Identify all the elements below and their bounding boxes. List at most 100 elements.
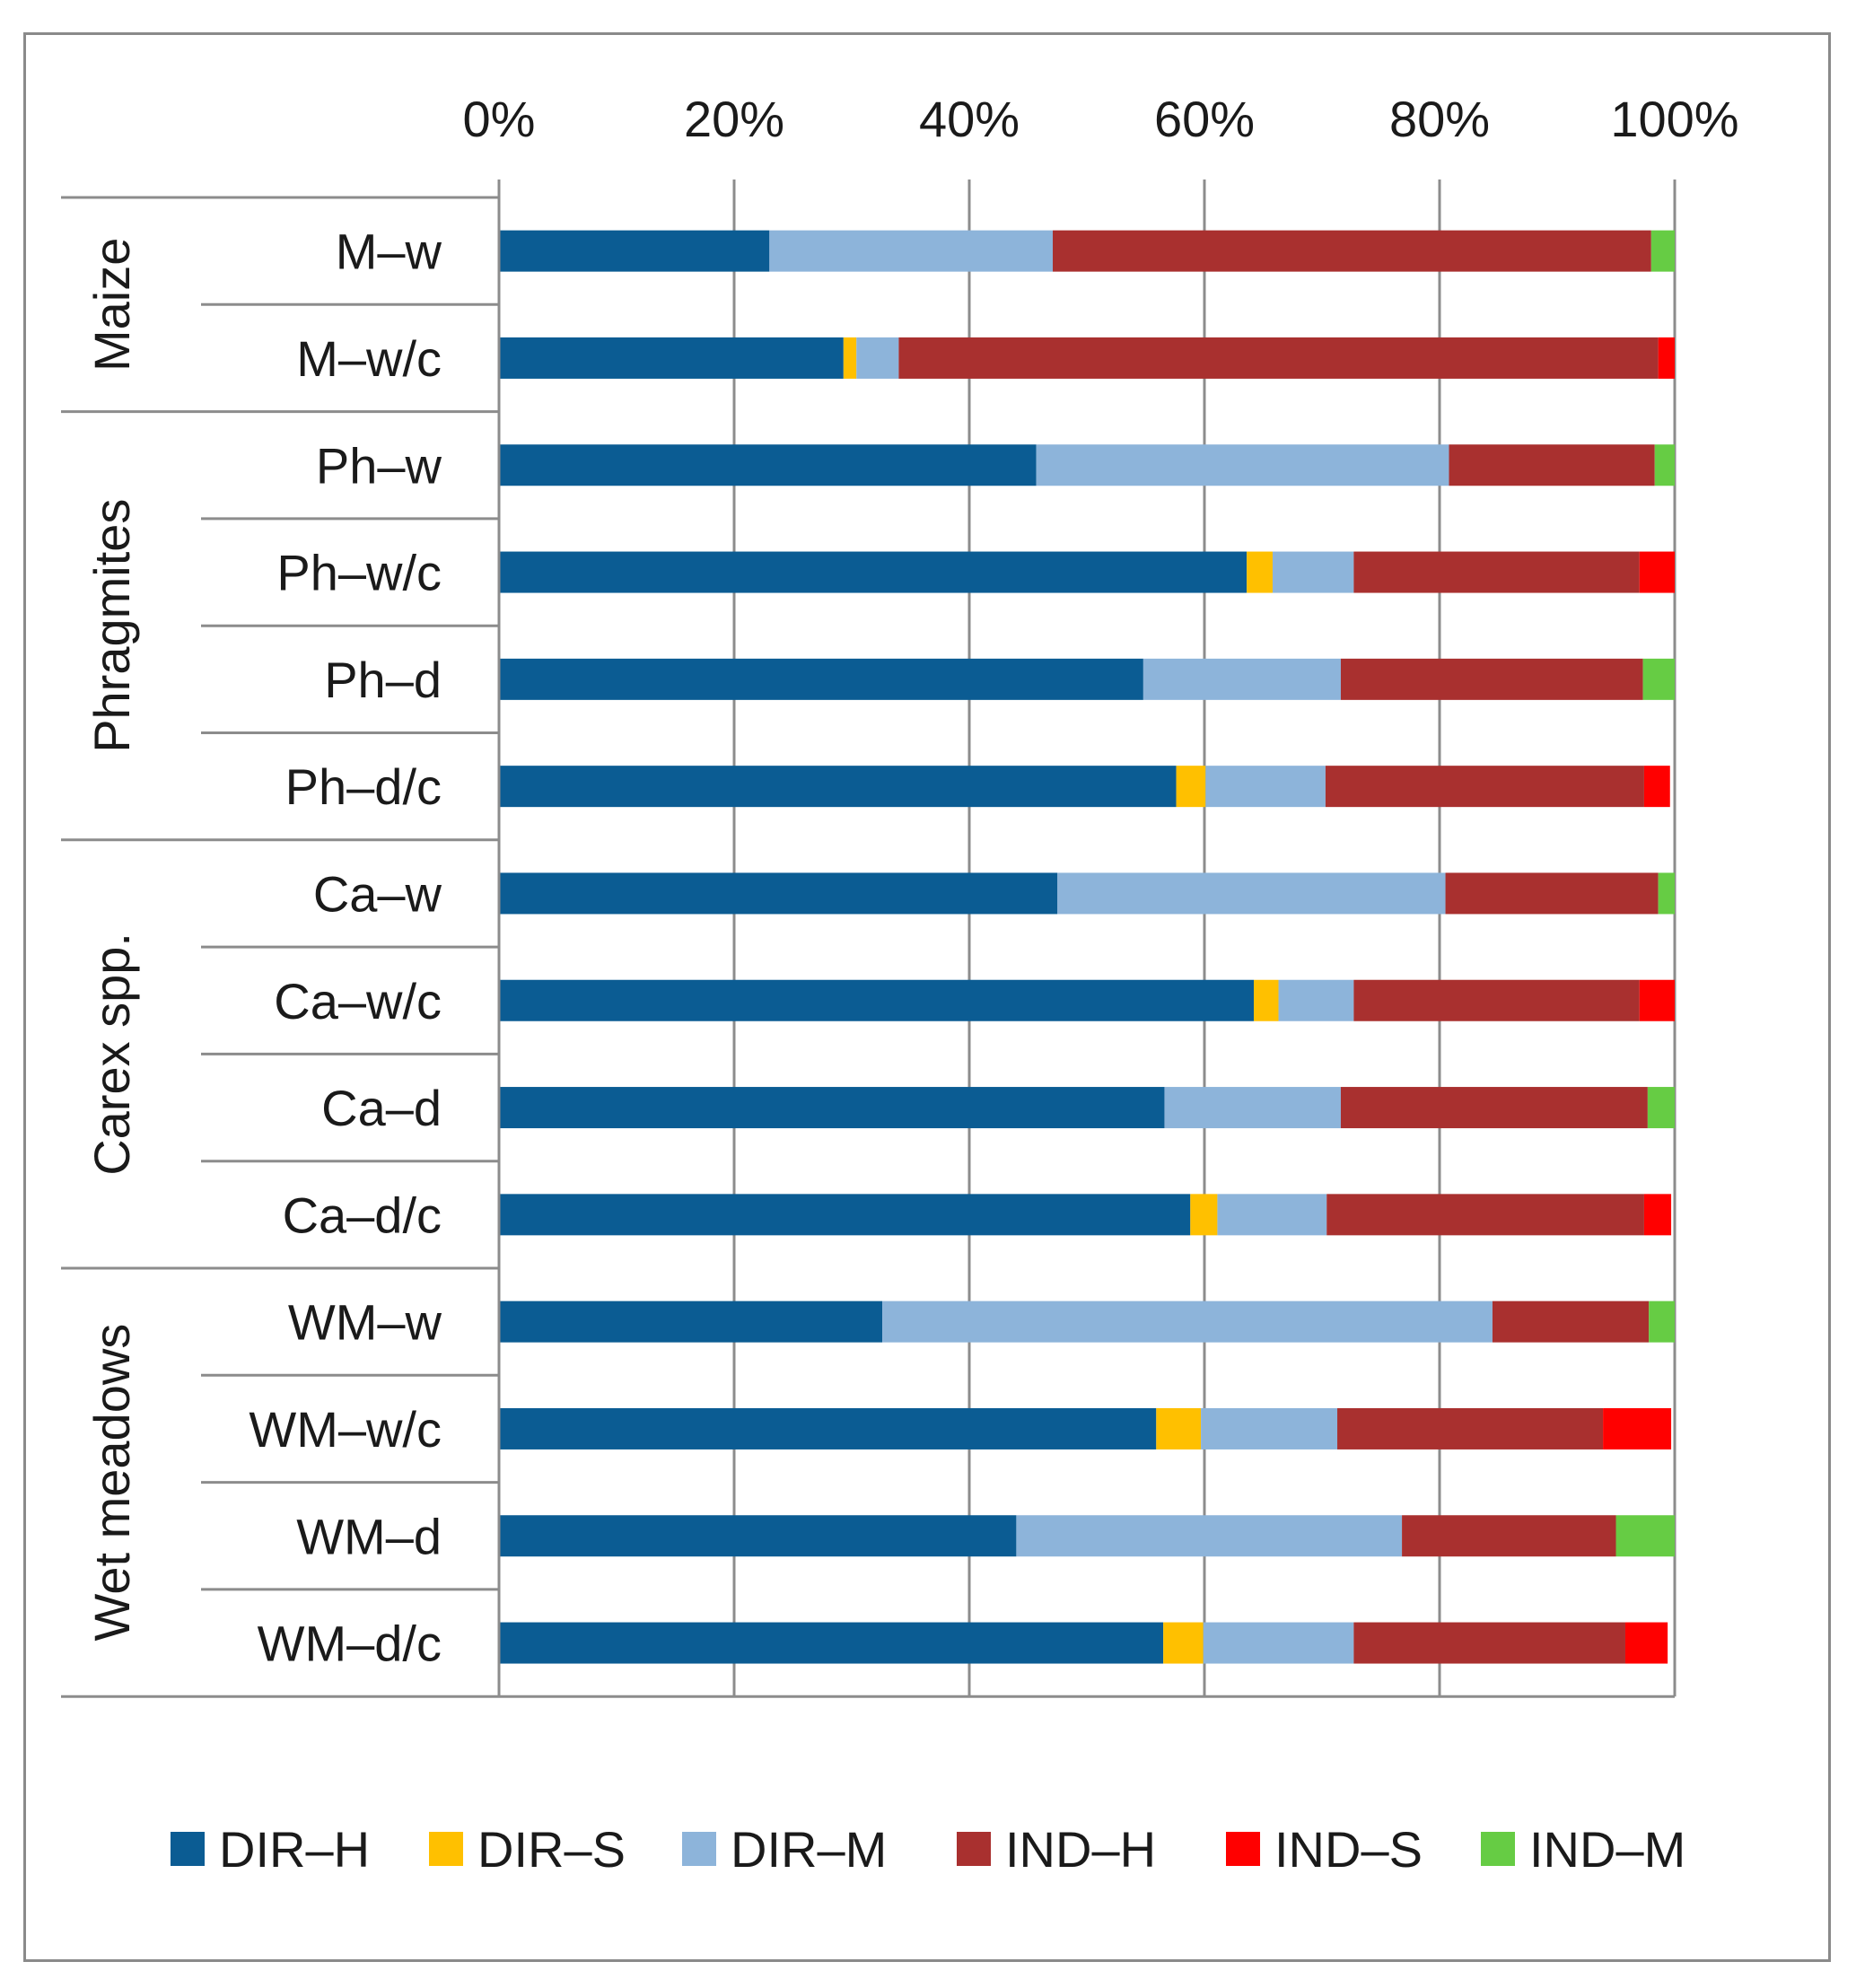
bar-segment-13-4 (1624, 1622, 1668, 1664)
bar-segment-10-5 (1649, 1301, 1675, 1343)
x-tick-label-2: 40% (919, 91, 1020, 147)
bar-segment-12-5 (1615, 1515, 1675, 1557)
legend-swatch-0 (171, 1832, 205, 1866)
bar-segment-5-1 (1176, 766, 1206, 808)
bar-segment-5-0 (499, 766, 1177, 808)
bar-segment-6-3 (1445, 872, 1659, 915)
bar-segment-12-2 (1016, 1515, 1403, 1557)
row-label-12: WM–d (296, 1508, 442, 1564)
group-label-1: Phragmites (83, 499, 140, 753)
bar-segment-7-2 (1278, 979, 1354, 1021)
row-label-7: Ca–w/c (274, 973, 442, 1029)
x-tick-label-1: 20% (684, 91, 784, 147)
bar-segment-7-0 (499, 979, 1255, 1021)
bar-segment-6-0 (499, 872, 1058, 915)
bar-segment-2-3 (1449, 444, 1655, 486)
chart-frame (23, 32, 1831, 1962)
bar-segment-4-5 (1642, 658, 1675, 700)
bar-segment-6-2 (1057, 872, 1446, 915)
bar-segment-5-4 (1643, 766, 1670, 808)
legend-label-2: DIR–M (731, 1821, 887, 1878)
row-label-5: Ph–d/c (285, 758, 442, 815)
bar-segment-0-3 (1053, 230, 1651, 272)
bar-segment-1-0 (499, 337, 844, 379)
bar-segment-6-5 (1658, 872, 1675, 915)
legend-label-5: IND–M (1529, 1821, 1685, 1878)
bar-segment-0-0 (499, 230, 770, 272)
bar-segment-3-2 (1272, 551, 1354, 593)
bar-segment-9-2 (1217, 1194, 1327, 1236)
legend-label-3: IND–H (1005, 1821, 1156, 1878)
bar-segment-10-3 (1492, 1301, 1650, 1343)
row-label-6: Ca–w (313, 865, 442, 922)
bar-segment-11-3 (1337, 1407, 1604, 1449)
bar-segment-2-5 (1654, 444, 1675, 486)
row-label-4: Ph–d (324, 652, 442, 708)
bar-segment-11-0 (499, 1407, 1157, 1449)
bar-segment-11-4 (1603, 1407, 1672, 1449)
bar-segment-3-0 (499, 551, 1248, 593)
bar-segment-4-0 (499, 658, 1143, 700)
bar-segment-13-1 (1163, 1622, 1204, 1664)
bar-segment-3-4 (1639, 551, 1675, 593)
bar-segment-13-3 (1353, 1622, 1625, 1664)
row-label-1: M–w/c (296, 330, 442, 387)
bar-segment-7-4 (1639, 979, 1675, 1021)
bar-segment-4-3 (1340, 658, 1643, 700)
bar-segment-13-2 (1203, 1622, 1354, 1664)
bar-segment-3-3 (1353, 551, 1640, 593)
bar-segment-5-3 (1325, 766, 1644, 808)
row-label-8: Ca–d (321, 1080, 442, 1136)
x-tick-label-3: 60% (1154, 91, 1255, 147)
bar-segment-1-4 (1658, 337, 1675, 379)
bar-segment-12-0 (499, 1515, 1017, 1557)
group-label-3: Wet meadows (83, 1324, 140, 1642)
bar-segment-5-2 (1205, 766, 1326, 808)
bar-segment-9-0 (499, 1194, 1191, 1236)
x-tick-label-0: 0% (463, 91, 536, 147)
legend-swatch-3 (957, 1832, 991, 1866)
bar-segment-9-3 (1326, 1194, 1644, 1236)
legend-swatch-2 (682, 1832, 716, 1866)
bar-segment-9-4 (1643, 1194, 1672, 1236)
bar-segment-8-5 (1647, 1087, 1675, 1129)
bar-segment-8-3 (1340, 1087, 1648, 1129)
group-label-2: Carex spp. (83, 933, 140, 1176)
bar-segment-2-2 (1036, 444, 1449, 486)
row-label-11: WM–w/c (249, 1401, 442, 1458)
bar-segment-12-3 (1402, 1515, 1616, 1557)
row-label-13: WM–d/c (258, 1616, 442, 1672)
row-label-9: Ca–d/c (283, 1187, 442, 1243)
bar-segment-1-2 (856, 337, 899, 379)
bar-segment-10-2 (882, 1301, 1493, 1343)
legend-label-4: IND–S (1274, 1821, 1423, 1878)
bar-segment-0-5 (1650, 230, 1675, 272)
x-tick-label-4: 80% (1389, 91, 1490, 147)
row-label-3: Ph–w/c (276, 545, 442, 601)
row-label-2: Ph–w (316, 437, 442, 494)
legend-label-1: DIR–S (477, 1821, 626, 1878)
legend-label-0: DIR–H (219, 1821, 370, 1878)
bar-segment-8-2 (1164, 1087, 1341, 1129)
group-label-0: Maize (83, 238, 140, 372)
x-tick-label-5: 100% (1610, 91, 1738, 147)
legend-swatch-4 (1226, 1832, 1260, 1866)
bar-segment-3-1 (1247, 551, 1273, 593)
bar-segment-9-1 (1190, 1194, 1218, 1236)
bar-segment-13-0 (499, 1622, 1164, 1664)
bar-segment-8-0 (499, 1087, 1165, 1129)
bar-segment-2-0 (499, 444, 1037, 486)
bar-segment-1-3 (898, 337, 1659, 379)
bar-segment-7-3 (1353, 979, 1640, 1021)
bar-segment-10-0 (499, 1301, 883, 1343)
legend-swatch-5 (1481, 1832, 1515, 1866)
legend-swatch-1 (429, 1832, 463, 1866)
bar-segment-11-1 (1156, 1407, 1202, 1449)
bar-segment-0-2 (769, 230, 1054, 272)
bar-segment-7-1 (1254, 979, 1279, 1021)
bar-segment-4-2 (1142, 658, 1341, 700)
row-label-0: M–w (336, 223, 442, 280)
row-label-10: WM–w (288, 1294, 442, 1351)
bar-segment-11-2 (1201, 1407, 1338, 1449)
